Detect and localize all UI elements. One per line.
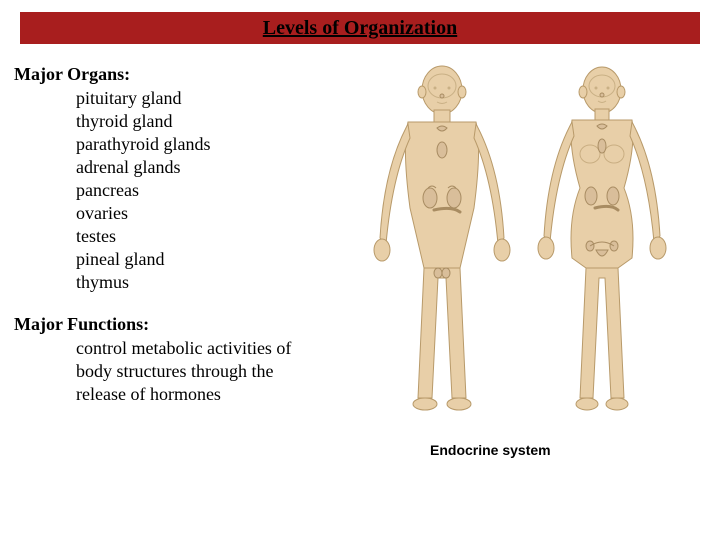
list-item: testes (76, 225, 352, 248)
organs-list: pituitary gland thyroid gland parathyroi… (14, 87, 352, 294)
male-body (374, 66, 510, 410)
list-item: pineal gland (76, 248, 352, 271)
functions-text: control metabolic activities of body str… (14, 337, 352, 406)
page-title: Levels of Organization (263, 17, 457, 40)
func-line: body structures through the (76, 360, 352, 383)
functions-block: Major Functions: control metabolic activ… (14, 314, 352, 406)
list-item: ovaries (76, 202, 352, 225)
func-line: control metabolic activities of (76, 337, 352, 360)
list-item: thyroid gland (76, 110, 352, 133)
title-bar: Levels of Organization (20, 12, 700, 44)
figure-caption: Endocrine system (430, 442, 551, 458)
organs-header: Major Organs: (14, 64, 352, 85)
list-item: pituitary gland (76, 87, 352, 110)
func-line: release of hormones (76, 383, 352, 406)
content-area: Major Organs: pituitary gland thyroid gl… (0, 44, 720, 424)
figure-column (352, 64, 708, 424)
text-column: Major Organs: pituitary gland thyroid gl… (12, 64, 352, 424)
anatomy-figure (352, 58, 702, 428)
list-item: parathyroid glands (76, 133, 352, 156)
list-item: pancreas (76, 179, 352, 202)
list-item: thymus (76, 271, 352, 294)
functions-header: Major Functions: (14, 314, 352, 335)
list-item: adrenal glands (76, 156, 352, 179)
female-body (538, 67, 666, 410)
